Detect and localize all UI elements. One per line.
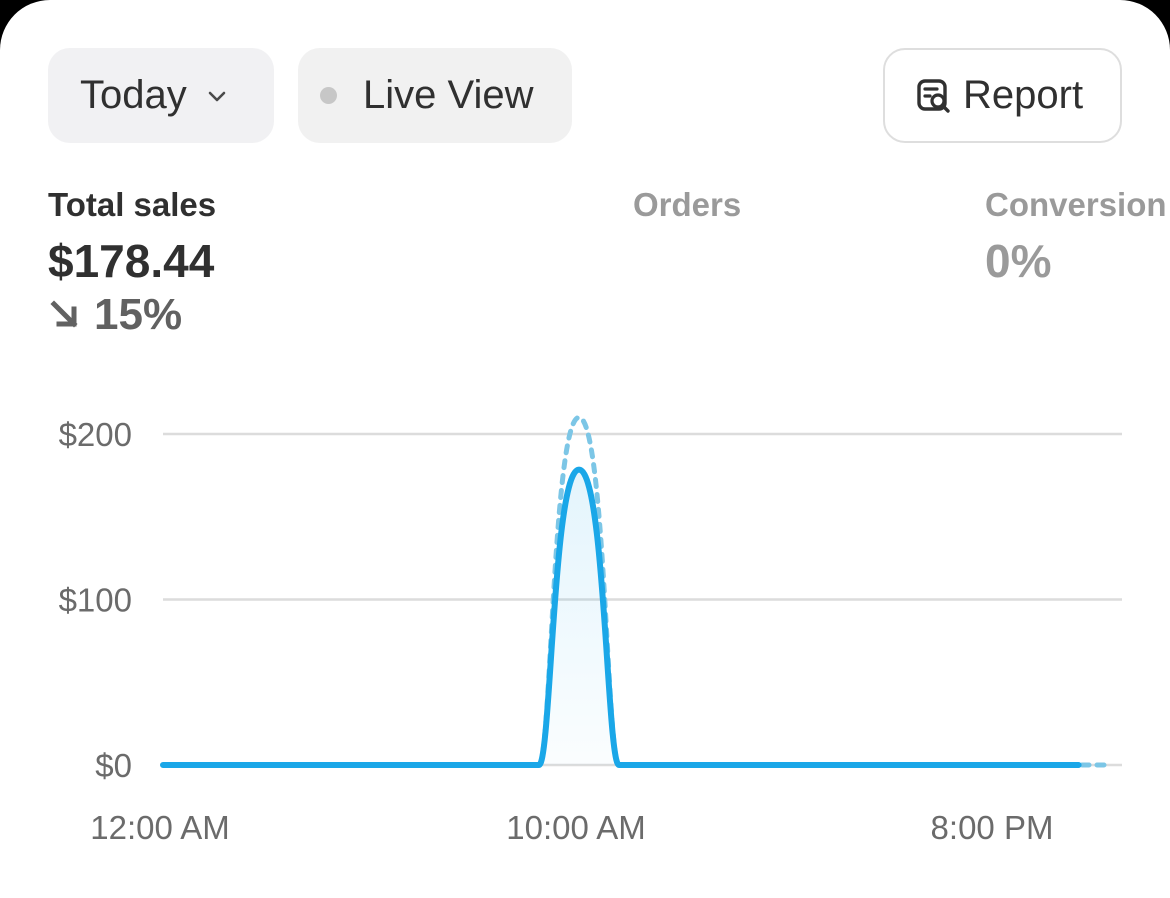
- live-status-dot-icon: [320, 87, 337, 104]
- total-sales-change-value: 15%: [94, 290, 183, 339]
- total-sales-value: $178.44: [48, 235, 215, 287]
- x-tick-label: 10:00 AM: [506, 809, 645, 846]
- conversion-value: 0%: [985, 235, 1052, 287]
- current-series-line: [160, 466, 1082, 768]
- arrow-down-right-icon: [50, 300, 78, 328]
- orders-label[interactable]: Orders: [633, 186, 742, 223]
- chart-gridlines: [163, 432, 1122, 767]
- report-button[interactable]: Report: [883, 48, 1122, 143]
- chevron-down-icon: [208, 91, 226, 101]
- period-dropdown[interactable]: Today: [48, 48, 274, 143]
- x-tick-label: 8:00 PM: [931, 809, 1054, 846]
- comparison-series-line: [160, 414, 1111, 768]
- sales-line-chart[interactable]: $200 $100 $0 12:00 AM 10:00 AM 8:00 PM: [0, 380, 1170, 880]
- total-sales-change: 15%: [48, 290, 182, 340]
- y-tick-label: $200: [59, 416, 132, 453]
- y-axis: $200 $100 $0: [59, 416, 132, 784]
- report-search-icon: [917, 78, 950, 113]
- report-label: Report: [963, 73, 1084, 117]
- conversion-label[interactable]: Conversion: [985, 186, 1167, 223]
- live-view-label: Live View: [363, 73, 534, 117]
- period-label: Today: [80, 73, 187, 117]
- x-axis: 12:00 AM 10:00 AM 8:00 PM: [90, 809, 1053, 846]
- y-tick-label: $0: [95, 747, 132, 784]
- total-sales-label[interactable]: Total sales: [48, 186, 217, 223]
- y-tick-label: $100: [59, 582, 132, 619]
- x-tick-label: 12:00 AM: [90, 809, 229, 846]
- current-series-area: [163, 469, 1079, 765]
- live-view-button[interactable]: Live View: [298, 48, 572, 143]
